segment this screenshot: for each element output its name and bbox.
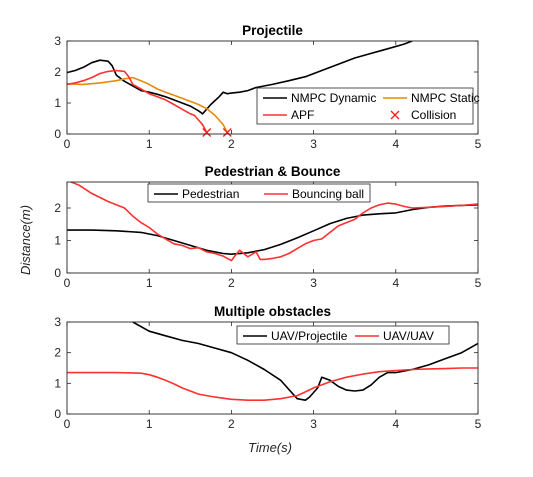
x-tick-label: 3	[310, 276, 317, 290]
axes-frame	[66, 40, 479, 135]
chart-panels: Projectile 0 1 2 3 4 5 0 1 2 3 NMPC Dynamic NMPC Sta…	[54, 23, 481, 431]
x-tick-label: 1	[146, 137, 153, 151]
x-tick-label: 1	[146, 276, 153, 290]
y-tick-label: 1	[54, 96, 61, 110]
legend-label-nmpc-static: NMPC Static	[411, 91, 480, 105]
x-tick-label: 4	[392, 137, 399, 151]
x-tick-label: 5	[475, 276, 482, 290]
x-tick-label: 2	[228, 417, 235, 431]
axes-frame	[66, 321, 479, 415]
panel-title: Multiple obstacles	[214, 304, 331, 319]
legend: NMPC Dynamic NMPC Static APF Collision	[256, 87, 480, 125]
panel-projectile: Projectile 0 1 2 3 4 5 0 1 2 3 NMPC Dynamic NMPC Sta…	[54, 23, 481, 151]
series-line-uav-uav	[67, 367, 478, 402]
x-tick-label: 5	[475, 137, 482, 151]
collision-marker	[222, 127, 232, 137]
legend-label-uav-projectile: UAV/Projectile	[271, 329, 348, 343]
series-line-nmpc-dynamic	[67, 41, 413, 115]
panel-pedestrian-bounce: Pedestrian & Bounce 0 1 2 3 4 5 0 1 2 Pedestrian Bo…	[54, 164, 481, 290]
panel-multiple-obstacles: Multiple obstacles 0 1 2 3 4 5 0 1 2 3 UAV/Projecti…	[54, 304, 481, 431]
y-tick-label: 0	[54, 266, 61, 280]
x-tick-label: 1	[146, 417, 153, 431]
y-tick-label: 2	[54, 201, 61, 215]
series-group	[67, 41, 413, 133]
series-group	[67, 322, 478, 402]
legend: UAV/Projectile UAV/UAV	[236, 325, 450, 345]
y-tick-label: 0	[54, 407, 61, 421]
x-tick-label: 3	[310, 137, 317, 151]
axes-frame	[66, 181, 479, 274]
y-tick-label: 3	[54, 34, 61, 48]
y-tick-label: 0	[54, 127, 61, 141]
y-tick-label: 2	[54, 346, 61, 360]
series-line-pedestrian	[67, 204, 478, 255]
y-tick-label: 3	[54, 315, 61, 329]
x-tick-label: 0	[64, 276, 71, 290]
x-tick-label: 0	[64, 417, 71, 431]
legend-label-pedestrian: Pedestrian	[182, 187, 239, 201]
x-tick-label: 4	[392, 417, 399, 431]
x-tick-label: 3	[310, 417, 317, 431]
x-tick-label: 0	[64, 137, 71, 151]
collision-marker	[202, 127, 212, 137]
y-tick-label: 2	[54, 65, 61, 79]
legend-box	[256, 87, 474, 125]
panel-title: Projectile	[242, 23, 303, 38]
figure-xlabel: Time(s)	[248, 440, 292, 455]
y-tick-label: 1	[54, 234, 61, 248]
legend: Pedestrian Bouncing ball	[147, 183, 371, 203]
legend-label-uav-uav: UAV/UAV	[383, 329, 434, 343]
figure-ylabel: Distance(m)	[18, 205, 33, 275]
legend-swatch-collision	[390, 110, 400, 120]
x-tick-label: 5	[475, 417, 482, 431]
legend-label-nmpc-dynamic: NMPC Dynamic	[291, 91, 376, 105]
series-group	[67, 182, 478, 262]
panel-title: Pedestrian & Bounce	[205, 164, 341, 179]
y-tick-label: 1	[54, 376, 61, 390]
x-tick-label: 2	[228, 137, 235, 151]
x-tick-label: 2	[228, 276, 235, 290]
x-tick-label: 4	[392, 276, 399, 290]
legend-label-apf: APF	[291, 108, 314, 122]
legend-label-bouncing-ball: Bouncing ball	[292, 187, 364, 201]
series-line-bouncing-ball	[68, 182, 478, 262]
series-line-uav-projectile	[132, 322, 478, 402]
legend-box	[236, 325, 450, 345]
legend-box	[147, 183, 371, 203]
series-line-nmpc-static	[67, 76, 229, 133]
legend-label-collision: Collision	[411, 108, 456, 122]
series-line-apf	[67, 69, 208, 133]
